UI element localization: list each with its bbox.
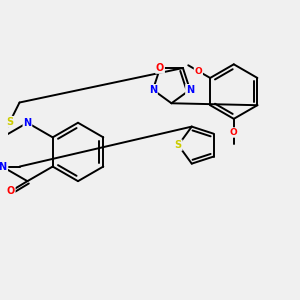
Text: O: O: [194, 67, 202, 76]
Text: S: S: [6, 117, 14, 127]
Text: N: N: [149, 85, 157, 95]
Text: O: O: [230, 128, 238, 137]
Text: O: O: [7, 186, 15, 196]
Text: N: N: [186, 85, 194, 95]
Text: O: O: [156, 63, 164, 73]
Text: N: N: [0, 162, 6, 172]
Text: S: S: [175, 140, 182, 150]
Text: N: N: [23, 118, 32, 128]
